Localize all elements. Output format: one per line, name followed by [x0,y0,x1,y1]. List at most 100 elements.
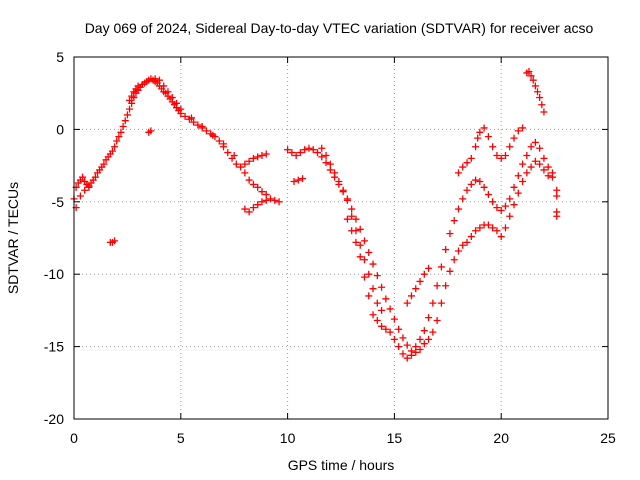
data-point [360,237,368,245]
data-point [407,351,415,359]
data-point [267,195,275,203]
data-point [187,114,195,122]
data-point [527,163,535,171]
data-point [121,117,129,125]
data-point [382,325,390,333]
data-point [262,150,270,158]
data-point [348,212,356,220]
data-point [318,153,326,161]
data-point [241,160,249,168]
data-point [463,159,471,167]
data-point [220,140,228,148]
data-point [510,183,518,191]
data-point [544,163,552,171]
data-point [514,172,522,180]
data-point [459,241,467,249]
data-point [437,263,445,271]
data-point [454,169,462,177]
data-point [254,153,262,161]
data-point [134,82,142,90]
data-point [232,160,240,168]
data-point [301,146,309,154]
data-point [519,178,527,186]
data-point [190,118,198,126]
data-point [108,147,116,155]
x-tick-label-5: 5 [177,430,185,446]
data-point [536,160,544,168]
data-point [288,149,296,157]
data-point [493,204,501,212]
data-point [420,270,428,278]
data-point [476,178,484,186]
data-point [160,82,168,90]
y-tick-label-neg20: -20 [44,411,64,427]
data-point [480,124,488,132]
data-point [425,335,433,343]
grid [74,57,608,419]
data-point [425,314,433,322]
data-point [373,317,381,325]
data-point [343,195,351,203]
data-point [85,183,93,191]
data-point [373,299,381,307]
data-point [292,151,300,159]
data-point [529,76,537,84]
data-point [348,205,356,213]
data-point [128,92,136,100]
data-point [111,237,119,245]
data-point [290,178,298,186]
data-point [403,299,411,307]
data-point [527,72,535,80]
data-point [484,133,492,141]
data-point [296,149,304,157]
data-point [117,128,125,136]
data-point [352,238,360,246]
series-lower [72,127,561,362]
data-point [536,94,544,102]
data-point [476,128,484,136]
data-point [343,215,351,223]
data-point [339,186,347,194]
data-point [472,176,480,184]
x-tick-label-15: 15 [387,430,403,446]
data-point [548,173,556,181]
data-point [467,180,475,188]
data-point [476,224,484,232]
data-point [254,201,262,209]
data-point [489,198,497,206]
data-point [198,123,206,131]
data-point [271,196,279,204]
data-point [378,306,386,314]
series-main [70,75,556,355]
data-point [390,335,398,343]
data-point [119,123,127,131]
data-point [553,212,561,220]
data-point [76,192,84,200]
data-point [467,233,475,241]
data-point [294,176,302,184]
data-point [425,264,433,272]
data-point [467,154,475,162]
data-point [510,134,518,142]
data-point [459,163,467,171]
data-point [459,195,467,203]
data-point [506,195,514,203]
x-tick-labels: 0 5 10 15 20 25 [70,430,616,446]
data-point [249,154,257,162]
data-point [113,137,121,145]
data-point [258,151,266,159]
data-point [173,99,181,107]
data-point [215,137,223,145]
data-point [536,144,544,152]
data-point [284,146,292,154]
data-point [527,143,535,151]
data-point [378,283,386,291]
data-point [442,282,450,290]
data-point [514,127,522,135]
data-point [241,169,249,177]
data-point [275,198,283,206]
data-point [230,151,238,159]
y-tick-label-neg10: -10 [44,266,64,282]
data-point [224,149,232,157]
data-point [442,246,450,254]
